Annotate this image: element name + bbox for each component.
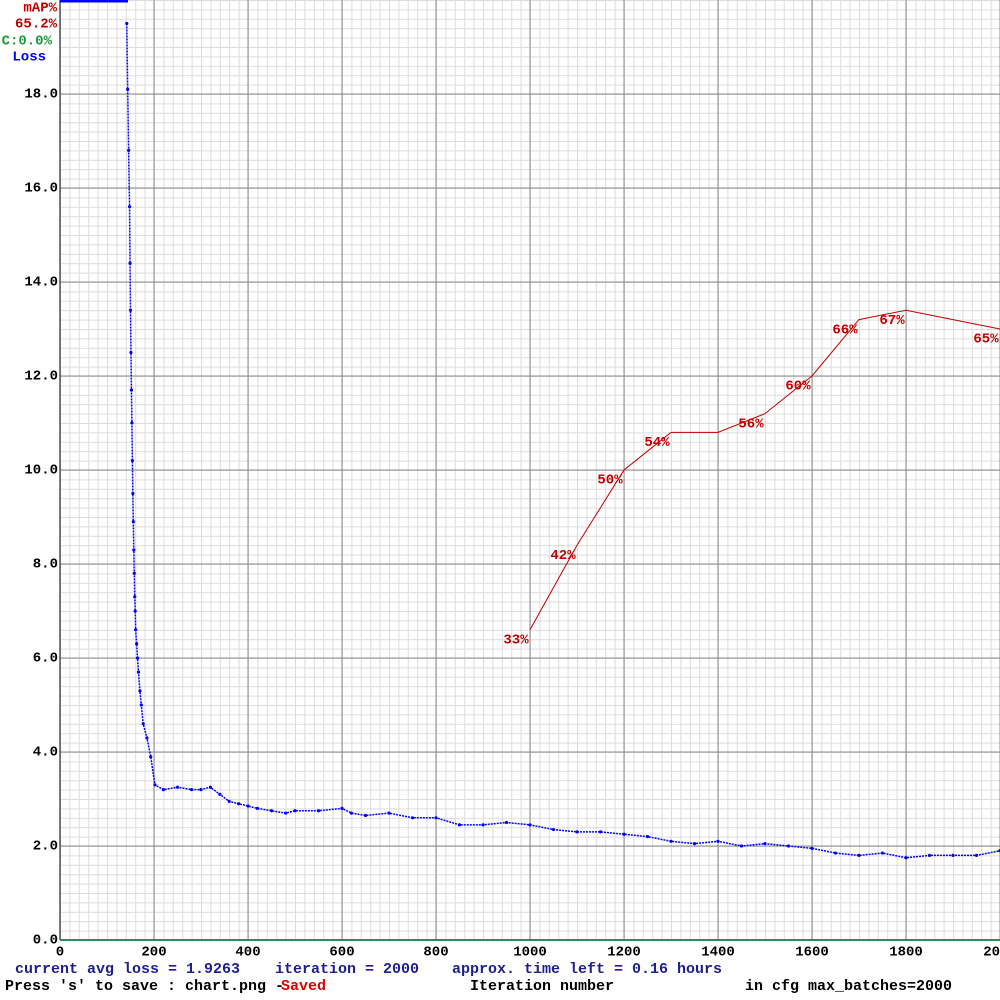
x-tick-label: 1800 [889, 945, 923, 961]
plot: 33% 42% 50% 54% 56% 60% 66% 67% 65% [125, 21, 1000, 860]
loss-point [128, 261, 132, 265]
map-label: 54% [644, 435, 670, 451]
y-tick-label: 4.0 [33, 745, 58, 761]
status-time: approx. time left = 0.16 hours [452, 961, 722, 978]
x-tick-label: 2000 [983, 945, 1000, 961]
map-line [529, 309, 1000, 631]
x-tick-label: 1600 [795, 945, 829, 961]
y-tick-label: 10.0 [24, 463, 58, 479]
map-label: 67% [879, 313, 905, 329]
legend-map: mAP% [23, 1, 57, 17]
y-tick-label: 8.0 [33, 557, 58, 573]
y-tick-label: 6.0 [33, 651, 58, 667]
x-tick-label: 200 [141, 945, 166, 961]
x-tick-label: 800 [423, 945, 448, 961]
map-label: 33% [503, 633, 529, 649]
x-tick-label: 400 [235, 945, 260, 961]
x-tick-label: 0 [56, 945, 64, 961]
y-tick-label: 0.0 [33, 933, 58, 949]
y-tick-label: 14.0 [24, 275, 58, 291]
loss-line [125, 23, 1000, 859]
x-tick-label: 1000 [513, 945, 547, 961]
max-batches: in cfg max_batches=2000 [745, 978, 952, 995]
loss-point [131, 491, 135, 496]
status-loss: current avg loss = 1.9263 [15, 961, 240, 978]
map-label: 65% [973, 332, 999, 348]
status-iteration: iteration = 2000 [275, 961, 419, 978]
x-tick-label: 1400 [701, 945, 735, 961]
map-label: 56% [738, 416, 764, 432]
map-label: 66% [832, 322, 858, 338]
best-map: 65.2% [15, 17, 58, 33]
y-tick-label: 16.0 [24, 181, 58, 197]
map-label: 42% [550, 548, 576, 564]
loss-point [133, 609, 137, 613]
x-tick-label: 600 [329, 945, 354, 961]
y-tick-label: 2.0 [33, 839, 58, 855]
x-axis-label: Iteration number [470, 978, 614, 995]
loss-point [130, 459, 134, 463]
map-label: 50% [597, 473, 623, 489]
c-label: C:0.0% [2, 34, 53, 50]
loss-point [126, 87, 130, 91]
y-tick-label: 12.0 [24, 369, 58, 385]
save-hint: Press 's' to save : chart.png - [5, 978, 284, 995]
map-label: 60% [785, 379, 811, 395]
legend-loss: Loss [12, 50, 46, 66]
x-tick-label: 1200 [607, 945, 641, 961]
y-tick-label: 18.0 [24, 87, 58, 103]
saved: Saved [281, 978, 326, 995]
loss-point [129, 350, 133, 355]
